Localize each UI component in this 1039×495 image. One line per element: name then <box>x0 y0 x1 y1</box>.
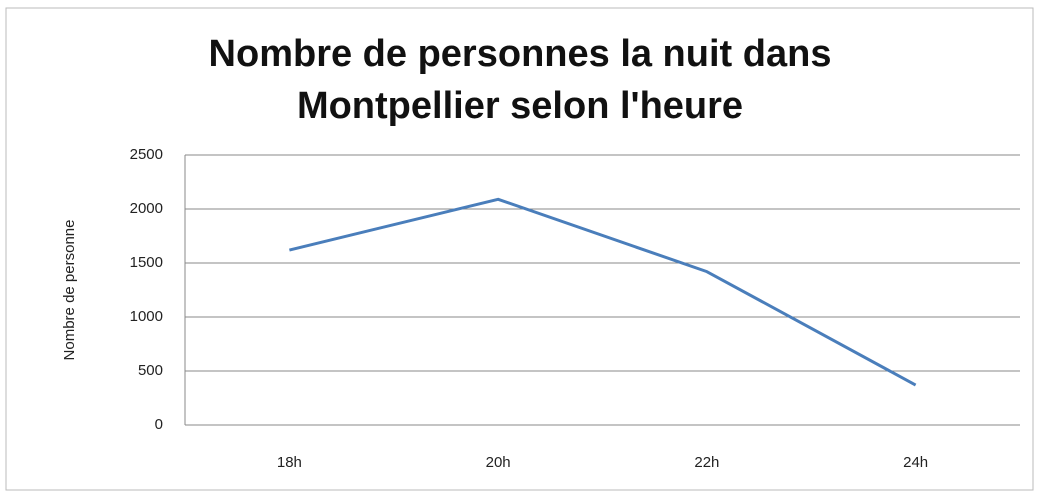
y-tick-label: 0 <box>155 416 163 433</box>
chart-border <box>5 7 1034 491</box>
y-tick-label: 1000 <box>130 308 163 325</box>
x-tick-label: 18h <box>277 454 302 471</box>
y-tick-label: 500 <box>138 362 163 379</box>
y-axis-label: Nombre de personne <box>61 220 78 361</box>
x-tick-label: 22h <box>694 454 719 471</box>
y-tick-label: 2500 <box>130 146 163 163</box>
y-tick-label: 1500 <box>130 254 163 271</box>
chart-title: Nombre de personnes la nuit dans Montpel… <box>208 33 832 127</box>
x-tick-label: 20h <box>486 454 511 471</box>
data-line <box>289 197 917 387</box>
y-tick-label: 2000 <box>130 200 163 217</box>
x-tick-label: 24h <box>903 454 928 471</box>
